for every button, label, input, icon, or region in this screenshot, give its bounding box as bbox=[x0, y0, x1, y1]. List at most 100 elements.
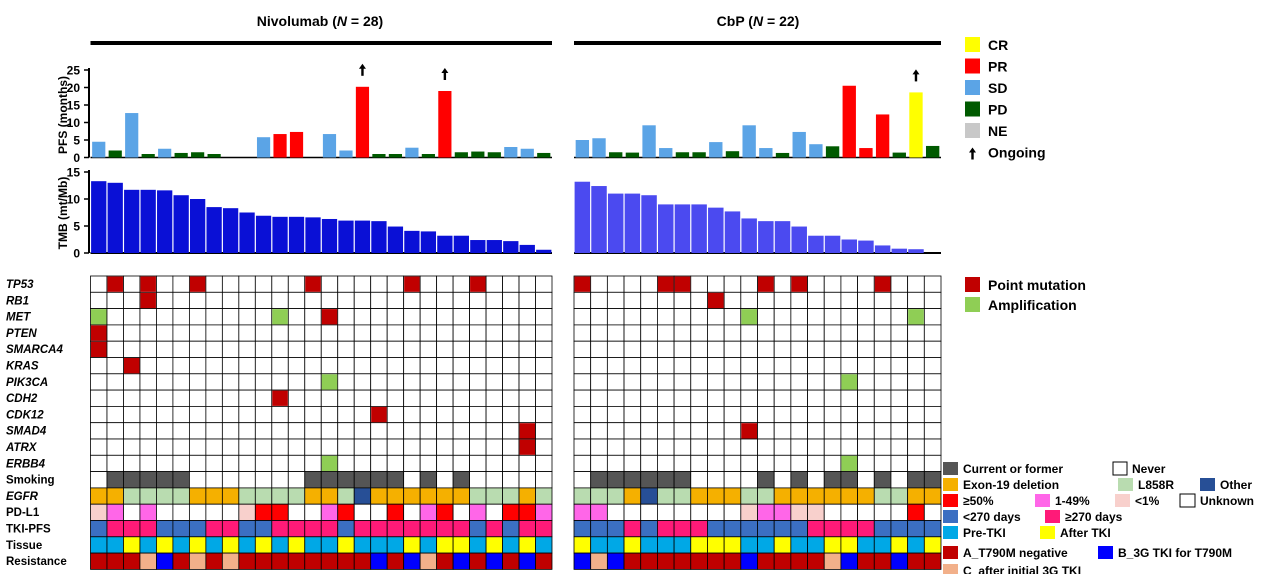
annot-egfr-1-10 bbox=[740, 487, 758, 505]
grid-cell-1-2-9 bbox=[723, 308, 742, 326]
grid-cell-1-0-19 bbox=[890, 275, 909, 293]
grid-cell-1-6-19 bbox=[890, 373, 909, 391]
grid-cell-0-7-0 bbox=[90, 389, 108, 407]
annot-resistance-0-13 bbox=[304, 552, 322, 570]
annot-smoking-0-17 bbox=[370, 471, 388, 489]
grid-cell-0-11-12 bbox=[287, 454, 306, 472]
mutation-0-CDH2-11 bbox=[272, 390, 288, 406]
grid-cell-0-10-3 bbox=[139, 438, 157, 456]
annot-label-tki: TKI-PFS bbox=[6, 524, 51, 536]
grid-cell-0-9-27 bbox=[535, 422, 553, 440]
grid-cell-1-1-20 bbox=[907, 291, 925, 309]
grid-cell-0-11-8 bbox=[221, 454, 240, 472]
grid-cell-0-8-14 bbox=[320, 405, 339, 424]
grid-cell-0-11-5 bbox=[172, 454, 190, 472]
grid-cell-0-4-10 bbox=[254, 340, 273, 358]
legend-swatch-egfr-other bbox=[1200, 478, 1215, 491]
grid-cell-0-5-24 bbox=[485, 357, 503, 375]
annot-tki-0-3 bbox=[139, 520, 157, 538]
grid-cell-1-9-6 bbox=[673, 422, 692, 440]
annot-tki-1-1 bbox=[590, 520, 608, 538]
annot-egfr-0-10 bbox=[254, 487, 273, 505]
annot-resistance-0-2 bbox=[123, 552, 141, 570]
grid-cell-0-10-22 bbox=[452, 438, 470, 456]
gene-label-CDK12: CDK12 bbox=[6, 409, 44, 421]
pfs-bar-1-14 bbox=[809, 144, 823, 158]
grid-cell-1-1-12 bbox=[773, 291, 792, 309]
grid-cell-1-4-16 bbox=[840, 340, 858, 358]
grid-cell-0-9-8 bbox=[221, 422, 240, 440]
grid-cell-1-6-7 bbox=[690, 373, 708, 391]
grid-cell-0-4-23 bbox=[469, 340, 487, 358]
grid-cell-1-6-3 bbox=[623, 373, 642, 391]
grid-cell-0-0-24 bbox=[485, 275, 503, 293]
annot-label-smoking: Smoking bbox=[6, 475, 55, 487]
grid-cell-1-3-5 bbox=[657, 324, 675, 342]
gene-label-PIK3CA: PIK3CA bbox=[6, 377, 48, 389]
annot-resistance-0-9 bbox=[238, 552, 256, 570]
grid-cell-0-6-16 bbox=[353, 373, 372, 391]
pfs-bar-0-27 bbox=[537, 152, 551, 158]
legend-label-PD: PD bbox=[988, 102, 1007, 118]
annot-tki-1-0 bbox=[573, 520, 592, 538]
grid-cell-1-10-11 bbox=[757, 438, 775, 456]
annot-smoking-0-24 bbox=[485, 471, 503, 489]
annot-tissue-1-6 bbox=[673, 536, 692, 554]
grid-cell-1-2-17 bbox=[857, 308, 875, 326]
grid-cell-0-11-10 bbox=[254, 454, 273, 472]
grid-cell-1-5-11 bbox=[757, 357, 775, 375]
annot-tki-0-16 bbox=[353, 520, 372, 538]
grid-cell-0-3-3 bbox=[139, 324, 157, 342]
annot-tki-1-6 bbox=[673, 520, 692, 538]
grid-cell-0-9-4 bbox=[156, 422, 174, 440]
pfs-bar-0-5 bbox=[174, 152, 188, 158]
grid-cell-1-9-5 bbox=[657, 422, 675, 440]
annot-pdl1-1-19 bbox=[890, 503, 909, 521]
annot-pdl1-0-0 bbox=[90, 503, 108, 521]
annot-egfr-0-15 bbox=[337, 487, 355, 505]
grid-cell-1-10-3 bbox=[623, 438, 642, 456]
tmb-bar-1-19 bbox=[891, 248, 908, 253]
annot-pdl1-1-1 bbox=[590, 503, 608, 521]
annot-smoking-1-17 bbox=[857, 471, 875, 489]
grid-cell-0-7-6 bbox=[188, 389, 207, 407]
mutation-0-MET-0 bbox=[91, 309, 107, 325]
annot-tissue-1-20 bbox=[907, 536, 925, 554]
grid-cell-0-1-6 bbox=[188, 291, 207, 309]
grid-cell-0-1-23 bbox=[469, 291, 487, 309]
grid-cell-0-7-7 bbox=[205, 389, 223, 407]
annot-pdl1-0-19 bbox=[403, 503, 421, 521]
grid-cell-1-7-9 bbox=[723, 389, 742, 407]
grid-cell-0-4-3 bbox=[139, 340, 157, 358]
grid-cell-1-9-16 bbox=[840, 422, 858, 440]
annot-resistance-0-22 bbox=[452, 552, 470, 570]
tmb-tick-label-1: 5 bbox=[73, 220, 80, 234]
annot-tki-1-17 bbox=[857, 520, 875, 538]
tmb-bar-1-13 bbox=[791, 226, 807, 253]
grid-cell-1-8-11 bbox=[757, 405, 775, 424]
grid-cell-0-3-14 bbox=[320, 324, 339, 342]
pfs-bar-0-12 bbox=[289, 131, 304, 158]
annot-tki-0-9 bbox=[238, 520, 256, 538]
annot-tki-0-13 bbox=[304, 520, 322, 538]
legend-swatch-res-c bbox=[943, 564, 958, 574]
annot-smoking-1-9 bbox=[723, 471, 742, 489]
annot-smoking-0-13 bbox=[304, 471, 322, 489]
annot-tissue-0-7 bbox=[205, 536, 223, 554]
ongoing-arrow-1-20 bbox=[912, 69, 920, 75]
pfs-bar-1-1 bbox=[592, 138, 606, 158]
grid-cell-0-10-20 bbox=[419, 438, 438, 456]
tmb-bar-0-6 bbox=[189, 199, 206, 253]
annot-egfr-0-5 bbox=[172, 487, 190, 505]
grid-cell-1-7-15 bbox=[823, 389, 842, 407]
grid-cell-1-5-5 bbox=[657, 357, 675, 375]
annot-resistance-0-5 bbox=[172, 552, 190, 570]
annot-pdl1-0-15 bbox=[337, 503, 355, 521]
annot-tissue-0-6 bbox=[188, 536, 207, 554]
annot-smoking-1-1 bbox=[590, 471, 608, 489]
annot-egfr-0-26 bbox=[518, 487, 536, 505]
grid-cell-0-2-9 bbox=[238, 308, 256, 326]
grid-cell-0-9-6 bbox=[188, 422, 207, 440]
annot-egfr-1-19 bbox=[890, 487, 909, 505]
grid-cell-0-5-9 bbox=[238, 357, 256, 375]
